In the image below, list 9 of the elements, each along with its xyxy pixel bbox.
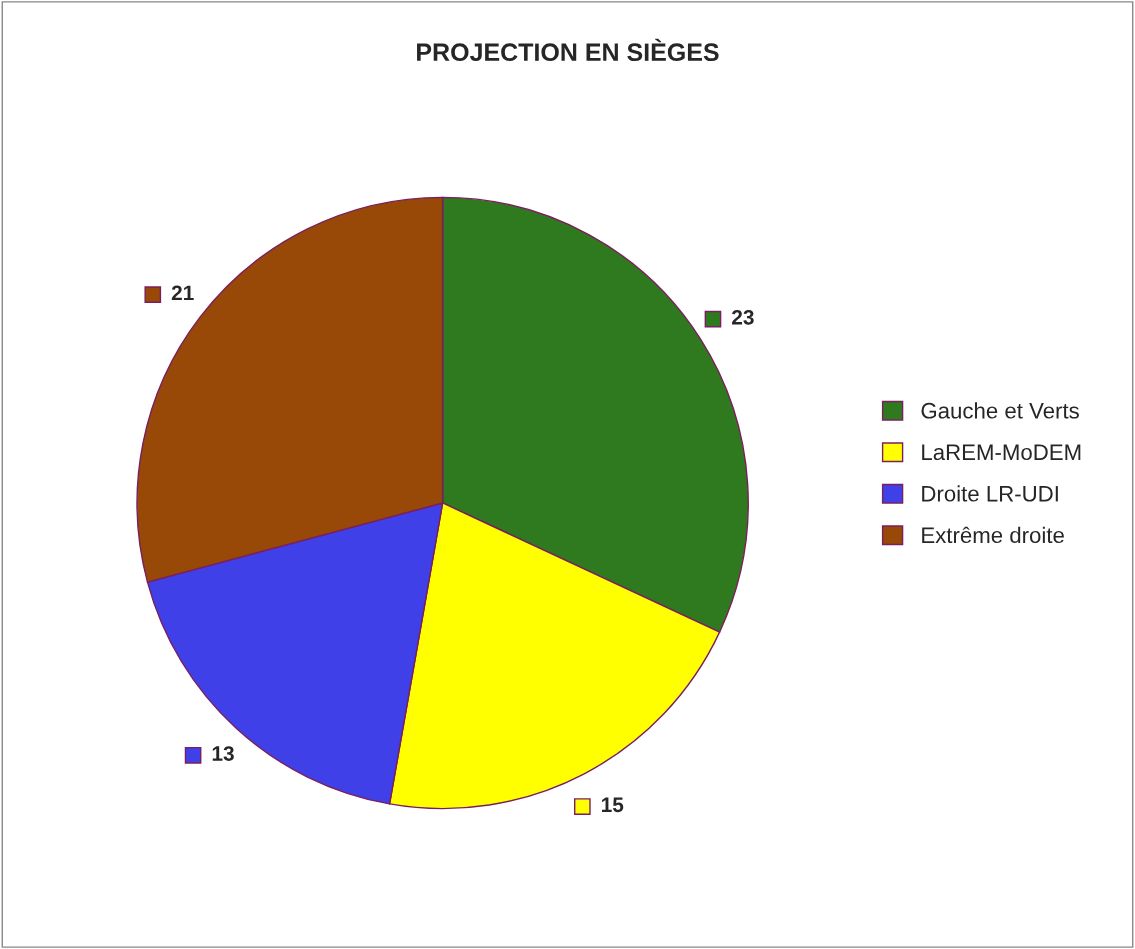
data-label: 21 bbox=[171, 285, 194, 301]
data-label: 15 bbox=[601, 797, 624, 813]
data-label: 23 bbox=[732, 309, 754, 325]
legend-label: Gauche et Verts bbox=[921, 402, 1079, 419]
chart-title: PROJECTION EN SIÈGES bbox=[417, 38, 719, 62]
legend-label: Extrême droite bbox=[922, 526, 1064, 544]
legend-label: Droite LR-UDI bbox=[922, 485, 1058, 502]
legend-label: LaREM-MoDEM bbox=[922, 444, 1081, 461]
data-label: 13 bbox=[212, 746, 234, 761]
